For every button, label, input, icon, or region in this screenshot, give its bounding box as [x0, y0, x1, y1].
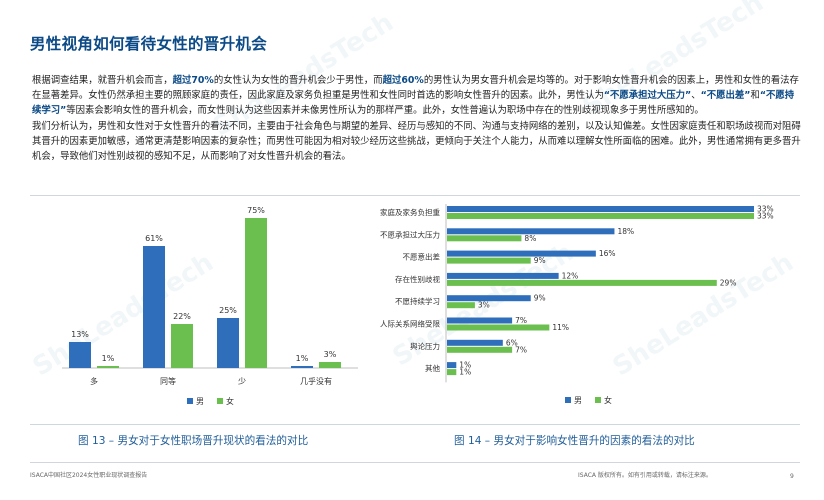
bar-男	[447, 362, 457, 369]
footer-divider	[30, 462, 800, 463]
footer-right: ISACA 版权所有。如有引用或转载，请标注来源。	[578, 472, 712, 479]
legend-label: 男	[574, 396, 582, 405]
page-number: 9	[790, 473, 794, 480]
data-label: 12%	[562, 271, 579, 280]
data-label: 13%	[71, 330, 89, 339]
data-label: 1%	[459, 361, 471, 370]
data-label: 8%	[524, 234, 536, 243]
bar-男	[447, 339, 503, 346]
legend-label: 男	[196, 397, 204, 406]
legend-label: 女	[604, 395, 612, 405]
chart-fig14: 家庭及家务负担重 33% 33% 不愿承担过大压力 18% 8% 不愿意出差 16% 9% 存在性…	[350, 196, 795, 421]
bar-女	[245, 218, 267, 368]
y-tick-label: 不愿意出差	[403, 252, 441, 262]
data-label: 25%	[219, 306, 237, 315]
data-label: 1%	[459, 368, 471, 377]
bar-男	[447, 250, 596, 257]
data-label: 29%	[720, 278, 737, 287]
data-label: 7%	[515, 345, 527, 354]
bar-女	[447, 257, 531, 264]
legend-swatch-男	[565, 397, 571, 403]
data-label: 33%	[757, 205, 774, 214]
y-tick-label: 人际关系网络受限	[380, 319, 440, 329]
bar-男	[217, 318, 239, 368]
data-label: 9%	[534, 256, 546, 265]
data-label: 3%	[478, 301, 490, 310]
legend-swatch-男	[187, 398, 193, 404]
data-label: 1%	[102, 354, 115, 363]
y-tick-label: 不愿承担过大压力	[380, 229, 440, 239]
bar-女	[447, 279, 717, 286]
bar-女	[447, 213, 754, 219]
bar-男	[447, 317, 513, 324]
page-title: 男性视角如何看待女性的晋升机会	[30, 35, 268, 53]
legend-swatch-女	[217, 398, 223, 404]
legend-label: 女	[226, 396, 234, 406]
body-text: 根据调查结果，就晋升机会而言，超过70%的女性认为女性的晋升机会少于男性，而超过…	[32, 73, 802, 164]
y-tick-label: 不愿持续学习	[395, 296, 440, 306]
x-tick-label: 几乎没有	[300, 376, 332, 386]
bar-女	[319, 362, 341, 368]
y-tick-label: 其他	[425, 363, 440, 373]
y-tick-label: 舆论压力	[410, 341, 440, 351]
x-tick-label: 同等	[160, 376, 176, 386]
legend-swatch-女	[595, 397, 601, 403]
data-label: 18%	[617, 227, 634, 236]
figure-13-caption: 图 13 – 男女对于女性职场晋升现状的看法的对比	[78, 435, 309, 447]
bar-男	[291, 366, 313, 368]
chart-fig13: 13% 1% 多 61% 22% 同等 25% 75% 少 1% 3% 几乎没有男 女	[30, 196, 380, 421]
bar-女	[447, 346, 513, 353]
y-tick-label: 家庭及家务负担重	[380, 207, 440, 217]
data-label: 6%	[506, 338, 518, 347]
data-label: 22%	[173, 312, 191, 321]
bar-女	[447, 324, 550, 331]
bar-女	[447, 369, 457, 376]
divider-top	[30, 195, 800, 196]
data-label: 33%	[757, 212, 774, 221]
footer-left: ISACA中国社区2024女性职业现状调查报告	[30, 472, 148, 479]
chart-fig14-svg: 家庭及家务负担重 33%33% 不愿承担过大压力 18% 8% 不愿意出差 16% 9% 存在性…	[380, 204, 774, 405]
data-label: 61%	[145, 234, 163, 243]
bar-女	[171, 324, 193, 368]
data-label: 9%	[534, 294, 546, 303]
bar-女	[447, 235, 522, 242]
y-tick-label: 存在性别歧视	[395, 274, 440, 284]
figure-14-caption: 图 14 – 男女对于影响女性晋升的因素的看法的对比	[454, 435, 695, 447]
bar-男	[447, 272, 559, 279]
bar-女	[447, 302, 475, 309]
divider-bottom	[30, 424, 800, 425]
data-label: 7%	[515, 316, 527, 325]
bar-女	[97, 366, 119, 368]
x-tick-label: 多	[90, 376, 98, 386]
data-label: 3%	[324, 350, 337, 359]
bar-男	[447, 206, 754, 212]
data-label: 1%	[296, 354, 309, 363]
bar-男	[143, 246, 165, 368]
data-label: 16%	[599, 249, 616, 258]
data-label: 11%	[552, 323, 569, 332]
bar-男	[69, 342, 91, 368]
x-tick-label: 少	[238, 377, 246, 386]
data-label: 75%	[247, 206, 265, 215]
paragraph-2: 我们分析认为，男性和女性对于女性晋升的看法不同，主要由于社会角色与期望的差异、经…	[32, 120, 801, 163]
bar-男	[447, 295, 531, 302]
paragraph-1: 根据调查结果，就晋升机会而言，超过70%的女性认为女性的晋升机会少于男性，而超过…	[32, 75, 799, 117]
bar-男	[447, 228, 615, 235]
